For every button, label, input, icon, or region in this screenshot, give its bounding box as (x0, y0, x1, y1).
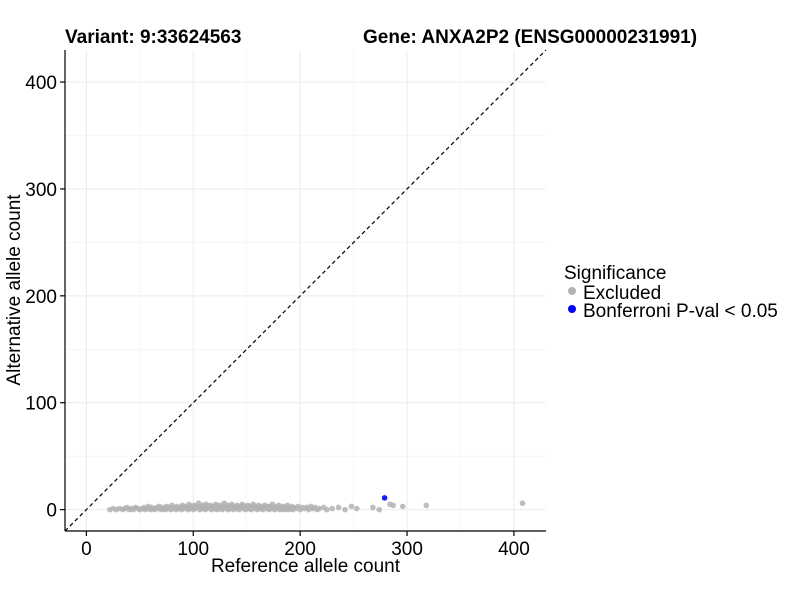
point-excluded (519, 500, 526, 507)
point-excluded (354, 505, 360, 512)
x-tick-label: 200 (284, 539, 316, 560)
point-excluded (342, 506, 348, 513)
y-tick-label: 200 (25, 287, 57, 308)
y-tick-label: 0 (46, 501, 57, 522)
legend: Significance Excluded Bonferroni P-val <… (564, 263, 778, 322)
point-excluded (399, 503, 406, 510)
legend-significant-label: Bonferroni P-val < 0.05 (583, 301, 778, 322)
y-ticks: 0 100 200 300 400 (25, 73, 65, 522)
x-ticks: 0 100 200 300 400 (81, 531, 530, 560)
legend-significant-marker (568, 305, 576, 313)
point-excluded (390, 502, 396, 509)
gene-title: Gene: ANXA2P2 (ENSG00000231991) (363, 27, 697, 48)
legend-title: Significance (564, 263, 666, 284)
point-significant (381, 495, 388, 501)
point-excluded (376, 506, 383, 513)
point-excluded (329, 505, 336, 512)
legend-excluded-label: Excluded (583, 283, 661, 304)
legend-excluded-marker (568, 287, 576, 295)
y-tick-label: 100 (25, 394, 57, 415)
point-excluded (370, 504, 376, 511)
diagonal-reference-line (64, 49, 547, 532)
points-layer (107, 495, 526, 513)
y-tick-label: 300 (25, 180, 57, 201)
x-tick-label: 300 (391, 539, 423, 560)
point-excluded (324, 506, 330, 513)
x-tick-label: 400 (498, 539, 530, 560)
variant-title: Variant: 9:33624563 (65, 27, 241, 48)
point-excluded (316, 505, 323, 512)
x-tick-label: 0 (81, 539, 92, 560)
point-excluded (335, 504, 342, 511)
point-excluded (348, 503, 355, 510)
x-tick-label: 100 (177, 539, 209, 560)
y-tick-label: 400 (25, 73, 57, 94)
y-axis-title: Alternative allele count (4, 194, 25, 386)
point-excluded (423, 502, 430, 509)
x-axis-title: Reference allele count (211, 556, 401, 577)
